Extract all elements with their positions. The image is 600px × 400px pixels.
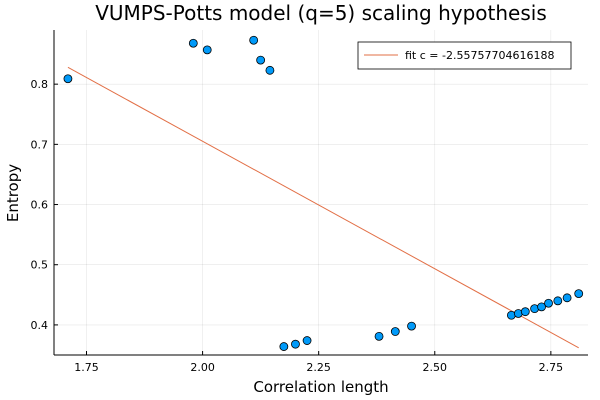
x-tick-label: 2.25: [306, 361, 331, 374]
data-point: [291, 339, 300, 349]
data-point: [574, 289, 584, 299]
axis-ticks: 1.75 2.00 2.25 2.50 2.75 0.4 0.5 0.6 0.7 0.8: [31, 78, 564, 374]
x-tick-label: 1.75: [74, 361, 99, 374]
data-points: [63, 35, 584, 351]
data-point: [256, 55, 266, 65]
data-point: [63, 74, 73, 84]
data-point: [520, 307, 530, 317]
legend: fit c = -2.55757704616188: [357, 41, 572, 70]
data-point: [553, 296, 563, 306]
data-point: [537, 302, 546, 312]
x-tick-label: 2.50: [423, 361, 448, 374]
data-point: [374, 331, 384, 341]
y-tick-label: 0.7: [31, 138, 49, 151]
data-point: [249, 35, 259, 45]
y-tick-label: 0.8: [31, 78, 49, 91]
x-tick-label: 2.75: [539, 361, 564, 374]
data-point: [265, 65, 275, 75]
data-point: [407, 321, 416, 331]
y-tick-label: 0.5: [31, 259, 49, 272]
grid: [54, 30, 588, 355]
data-point: [302, 336, 312, 345]
x-axis-label: Correlation length: [253, 378, 388, 396]
data-point: [188, 38, 198, 48]
legend-fit-label: fit c = -2.55757704616188: [405, 49, 554, 62]
fit-line: [67, 66, 579, 349]
data-point: [544, 298, 553, 308]
y-tick-label: 0.4: [31, 319, 49, 332]
data-point: [390, 327, 400, 336]
x-tick-label: 2.00: [190, 361, 215, 374]
data-point: [202, 45, 212, 55]
chart-title: VUMPS-Potts model (q=5) scaling hypothes…: [95, 1, 547, 25]
fit-line-layer: [67, 66, 579, 349]
data-point: [562, 293, 572, 303]
y-tick-label: 0.6: [31, 199, 49, 212]
y-axis-label: Entropy: [4, 164, 22, 222]
data-point: [279, 342, 289, 351]
